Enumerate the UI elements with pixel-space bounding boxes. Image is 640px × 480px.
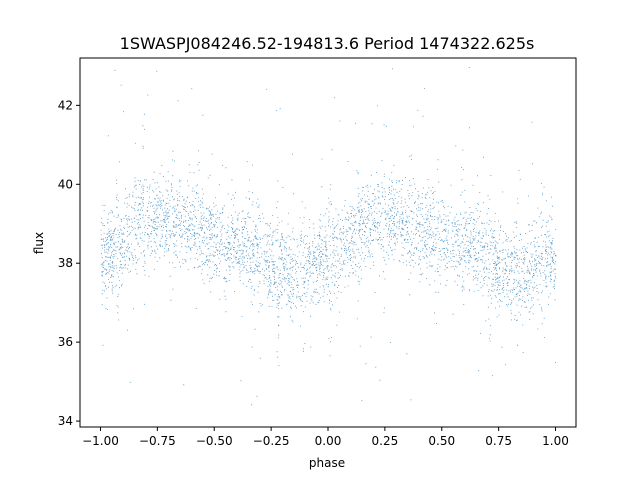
plot-frame xyxy=(79,57,577,428)
x-tick-label: −0.25 xyxy=(253,434,290,448)
y-tick-label: 34 xyxy=(58,414,73,428)
x-tick-label: 0.50 xyxy=(428,434,455,448)
x-tick-label: 0.75 xyxy=(485,434,512,448)
x-tick-label: −1.00 xyxy=(82,434,119,448)
y-axis-label: flux xyxy=(32,232,46,254)
x-tick-label: −0.50 xyxy=(196,434,233,448)
chart-title: 1SWASPJ084246.52-194813.6 Period 1474322… xyxy=(120,34,535,53)
x-axis: −1.00 −0.75 −0.50 −0.25 0.00 0.25 0.50 0.75 1.00 xyxy=(82,427,569,448)
x-tick-label: 0.25 xyxy=(372,434,399,448)
scatter-point-cloud xyxy=(100,67,557,406)
y-tick-label: 38 xyxy=(58,256,73,270)
y-tick-label: 36 xyxy=(58,335,73,349)
y-tick-label: 40 xyxy=(58,177,73,191)
x-tick-label: −0.75 xyxy=(139,434,176,448)
x-tick-label: 1.00 xyxy=(542,434,569,448)
y-tick-label: 42 xyxy=(58,98,73,112)
y-axis: 34 36 38 40 42 xyxy=(58,98,80,428)
x-axis-label: phase xyxy=(309,456,345,470)
x-tick-label: 0.00 xyxy=(315,434,342,448)
data-points xyxy=(100,67,557,406)
